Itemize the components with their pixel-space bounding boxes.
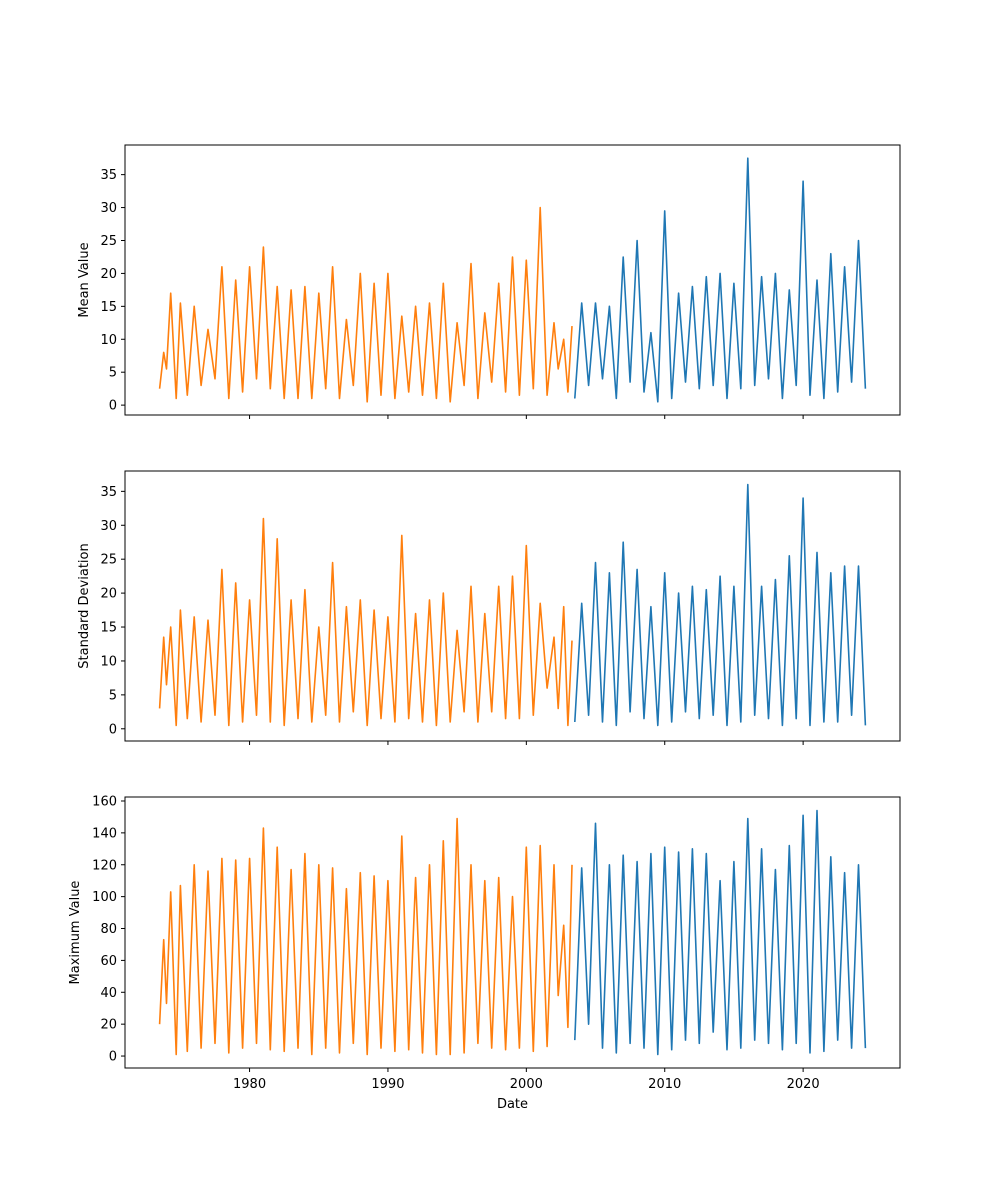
y-tick-label: 0 bbox=[109, 1050, 117, 1065]
y-tick-label: 120 bbox=[92, 858, 117, 873]
x-tick-label: 2010 bbox=[648, 1077, 681, 1092]
series-line-2 bbox=[574, 483, 867, 727]
y-tick-label: 100 bbox=[92, 890, 117, 905]
y-tick-label: 25 bbox=[100, 553, 117, 568]
y-axis-label: Standard Deviation bbox=[77, 543, 92, 668]
axes-frame bbox=[124, 796, 901, 1069]
y-tick-label: 140 bbox=[92, 826, 117, 841]
y-axis-label: Maximum Value bbox=[68, 881, 83, 985]
y-tick-label: 160 bbox=[92, 794, 117, 809]
y-tick-label: 5 bbox=[109, 688, 117, 703]
x-tick-label: 1990 bbox=[371, 1077, 404, 1092]
y-tick-label: 60 bbox=[100, 954, 117, 969]
y-tick-label: 40 bbox=[100, 986, 117, 1001]
subplot-maximum-value: 0 20 40 60 80 100 120 140 160 1980 1990 2000 2010 202… bbox=[68, 794, 901, 1112]
subplot-standard-deviation: 0 5 10 15 20 25 30 35 Standard Deviation bbox=[77, 470, 901, 745]
y-tick-label: 15 bbox=[100, 621, 117, 636]
y-tick-label: 5 bbox=[109, 366, 117, 381]
y-tick-label: 30 bbox=[100, 201, 117, 216]
y-tick-label: 35 bbox=[100, 168, 117, 183]
y-tick-label: 20 bbox=[100, 267, 117, 282]
y-axis-label: Mean Value bbox=[77, 242, 92, 317]
subplot-mean-value: 0 5 10 15 20 25 30 35 Mean Value bbox=[77, 144, 901, 419]
y-tick-label: 15 bbox=[100, 300, 117, 315]
axes-frame bbox=[124, 470, 901, 742]
x-tick-label: 1980 bbox=[233, 1077, 266, 1092]
y-tick-label: 10 bbox=[100, 654, 117, 669]
y-tick-label: 80 bbox=[100, 922, 117, 937]
y-tick-label: 10 bbox=[100, 333, 117, 348]
y-tick-label: 30 bbox=[100, 519, 117, 534]
series-line-1 bbox=[158, 517, 573, 727]
y-tick-label: 35 bbox=[100, 485, 117, 500]
series-line-1 bbox=[158, 206, 573, 403]
y-tick-label: 20 bbox=[100, 587, 117, 602]
x-axis-label: Date bbox=[497, 1097, 528, 1112]
series-line-2 bbox=[574, 809, 867, 1056]
axes-frame bbox=[124, 144, 901, 416]
x-tick-label: 2020 bbox=[787, 1077, 820, 1092]
y-tick-label: 25 bbox=[100, 234, 117, 249]
y-tick-label: 20 bbox=[100, 1018, 117, 1033]
y-tick-label: 0 bbox=[109, 722, 117, 737]
series-line-1 bbox=[158, 817, 573, 1056]
x-tick-label: 2000 bbox=[510, 1077, 543, 1092]
series-line-2 bbox=[574, 157, 867, 403]
y-tick-label: 0 bbox=[109, 399, 117, 414]
